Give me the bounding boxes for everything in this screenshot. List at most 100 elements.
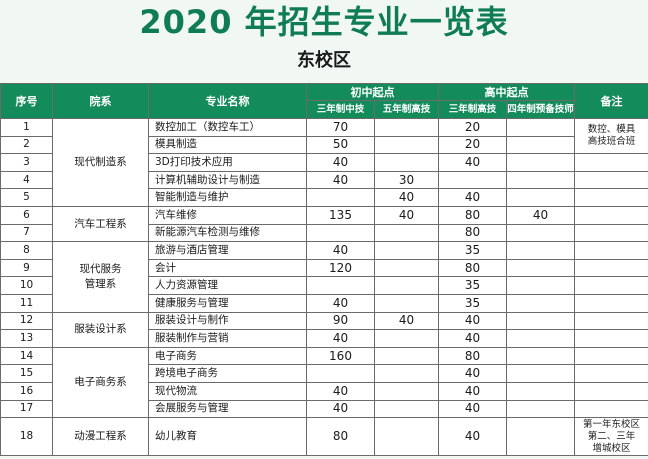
junior-3yr-cell: 40 <box>306 153 375 172</box>
junior-3yr-cell <box>306 188 375 207</box>
table-row: 18 动漫工程系 幼儿教育 80 40 第一年东校区 第二、三年 增城校区 <box>0 417 648 457</box>
senior-3yr-cell: 40 <box>438 381 507 401</box>
senior-4yr-cell: 40 <box>506 205 575 225</box>
seq-cell: 13 <box>0 329 53 348</box>
table-row: 2 模具制造 50 20 <box>0 135 648 155</box>
note-cell <box>574 188 648 207</box>
junior-3yr-cell: 40 <box>306 399 375 419</box>
seq-cell: 4 <box>0 170 53 190</box>
senior-4yr-cell <box>506 381 575 401</box>
junior-3yr-cell: 160 <box>306 346 375 366</box>
junior-3yr-cell: 40 <box>306 381 375 401</box>
junior-3yr-cell: 40 <box>306 329 375 348</box>
senior-3yr-cell: 40 <box>438 311 507 331</box>
junior-5yr-cell: 40 <box>374 311 439 331</box>
note-cell <box>574 205 648 225</box>
note-line: 高技班合班 <box>587 136 636 148</box>
note-cell <box>574 223 648 243</box>
junior-5yr-cell: 30 <box>374 170 439 190</box>
major-cell: 电子商务 <box>148 346 307 366</box>
senior-3yr-cell: 80 <box>438 205 507 225</box>
senior-3yr-cell <box>438 170 507 190</box>
dept-cell: 现代制造系 <box>52 118 149 207</box>
note-line: 第二、三年 <box>587 430 636 442</box>
dept-line: 现代服务 <box>79 262 122 275</box>
major-cell: 现代物流 <box>148 381 307 401</box>
major-cell: 幼儿教育 <box>148 417 307 457</box>
seq-cell: 10 <box>0 276 53 295</box>
junior-5yr-cell: 40 <box>374 205 439 225</box>
table-row: 12 服装设计系 服装设计与制作 90 40 40 <box>0 311 648 348</box>
dept-cell: 汽车工程系 <box>52 205 149 243</box>
senior-3yr-cell: 40 <box>438 417 507 457</box>
header-senior-3yr: 三年制高技 <box>438 100 507 119</box>
junior-3yr-cell: 135 <box>306 205 375 225</box>
major-cell: 数控加工（数控车工） <box>148 118 307 137</box>
major-cell: 智能制造与维护 <box>148 188 307 207</box>
table-row: 7 新能源汽车检测与维修 80 <box>0 223 648 243</box>
major-cell: 人力资源管理 <box>148 276 307 295</box>
junior-5yr-cell <box>374 364 439 383</box>
major-cell: 服装设计与制作 <box>148 311 307 331</box>
senior-4yr-cell <box>506 153 575 172</box>
dept-cell: 现代服务 管理系 <box>52 241 149 313</box>
junior-5yr-cell <box>374 118 439 137</box>
junior-3yr-cell <box>306 276 375 295</box>
note-cell <box>574 153 648 172</box>
note-cell <box>574 399 648 419</box>
senior-4yr-cell <box>506 311 575 331</box>
senior-4yr-cell <box>506 135 575 155</box>
junior-5yr-cell <box>374 329 439 348</box>
senior-4yr-cell <box>506 329 575 348</box>
major-cell: 新能源汽车检测与维修 <box>148 223 307 243</box>
seq-cell: 14 <box>0 346 53 366</box>
header-junior-5yr: 五年制高技 <box>374 100 439 119</box>
junior-3yr-cell <box>306 223 375 243</box>
dept-cell: 动漫工程系 <box>52 417 149 457</box>
senior-4yr-cell <box>506 293 575 313</box>
header-junior-3yr: 三年制中技 <box>306 100 375 119</box>
note-cell <box>574 311 648 331</box>
major-cell: 会计 <box>148 258 307 278</box>
senior-3yr-cell: 80 <box>438 223 507 243</box>
senior-3yr-cell: 40 <box>438 399 507 419</box>
senior-3yr-cell: 20 <box>438 118 507 137</box>
senior-4yr-cell <box>506 241 575 260</box>
junior-3yr-cell: 40 <box>306 241 375 260</box>
senior-3yr-cell: 35 <box>438 276 507 295</box>
junior-5yr-cell <box>374 153 439 172</box>
senior-3yr-cell: 80 <box>438 258 507 278</box>
seq-cell: 7 <box>0 223 53 243</box>
note-cell <box>574 276 648 295</box>
campus-subtitle: 东校区 <box>297 50 351 71</box>
header-row-top: 序号 院系 专业名称 初中起点 高中起点 备注 <box>0 83 648 119</box>
senior-4yr-cell <box>506 188 575 207</box>
junior-5yr-cell <box>374 223 439 243</box>
major-cell: 健康服务与管理 <box>148 293 307 313</box>
senior-3yr-cell: 40 <box>438 188 507 207</box>
junior-3yr-cell: 50 <box>306 135 375 155</box>
seq-cell: 17 <box>0 399 53 419</box>
note-cell <box>574 346 648 366</box>
note-cell <box>574 170 648 190</box>
note-cell <box>574 293 648 313</box>
junior-5yr-cell: 40 <box>374 188 439 207</box>
seq-cell: 6 <box>0 205 53 225</box>
table-row: 6 汽车工程系 汽车维修 135 40 80 40 <box>0 205 648 243</box>
seq-cell: 12 <box>0 311 53 331</box>
note-cell <box>574 381 648 401</box>
table-row: 17 会展服务与管理 40 40 <box>0 399 648 419</box>
table-row: 11 健康服务与管理 40 35 <box>0 293 648 313</box>
note-line: 增城校区 <box>592 442 631 454</box>
seq-cell: 3 <box>0 153 53 172</box>
senior-4yr-cell <box>506 118 575 137</box>
major-cell: 计算机辅助设计与制造 <box>148 170 307 190</box>
dept-line: 管理系 <box>84 277 117 290</box>
junior-3yr-cell: 70 <box>306 118 375 137</box>
senior-3yr-cell: 80 <box>438 346 507 366</box>
table-row: 3 3D打印技术应用 40 40 <box>0 153 648 172</box>
major-cell: 会展服务与管理 <box>148 399 307 419</box>
note-cell: 数控、模具 高技班合班 <box>574 117 648 155</box>
table-row: 9 会计 120 80 <box>0 258 648 278</box>
junior-3yr-cell: 90 <box>306 311 375 331</box>
